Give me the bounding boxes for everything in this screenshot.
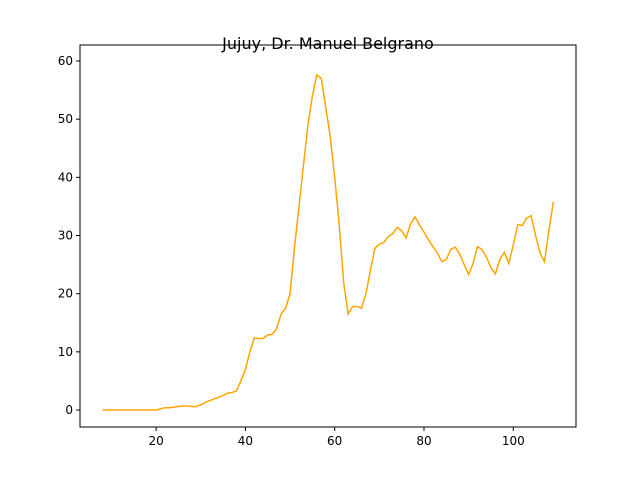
x-tick-label: 20 (148, 434, 163, 448)
y-tick-label: 0 (65, 403, 73, 417)
y-tick-label: 10 (58, 345, 73, 359)
x-tick-label: 40 (238, 434, 253, 448)
y-tick-label: 30 (58, 229, 73, 243)
x-tick-label: 100 (502, 434, 525, 448)
chart-title: Jujuy, Dr. Manuel Belgrano (221, 34, 434, 53)
x-tick-label: 60 (327, 434, 342, 448)
line (102, 73, 555, 411)
axes-frame (79, 44, 577, 428)
y-tick-label: 40 (58, 170, 73, 184)
y-tick-label: 20 (58, 287, 73, 301)
x-tick-label: 80 (416, 434, 431, 448)
y-tick-label: 50 (58, 112, 73, 126)
y-tick-label: 60 (58, 54, 73, 68)
